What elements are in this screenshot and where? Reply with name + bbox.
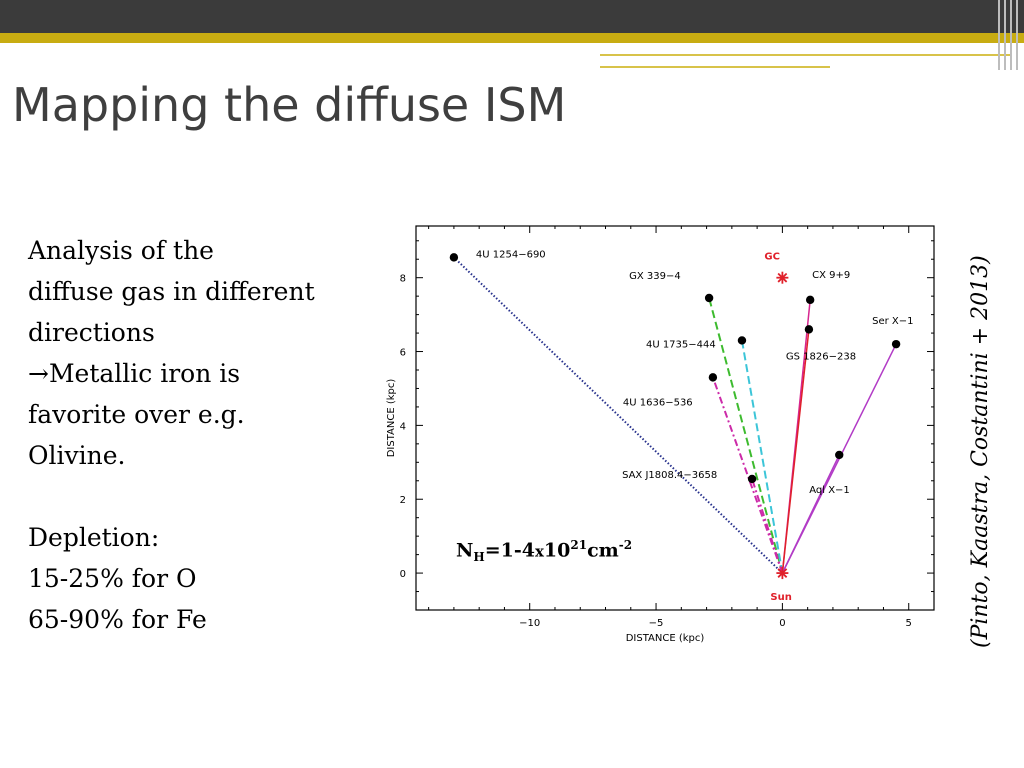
bullet-line: →Metallic iron is bbox=[28, 353, 378, 394]
header-thin-line bbox=[600, 54, 1010, 56]
x-tick-label: −5 bbox=[649, 618, 664, 629]
sightline bbox=[740, 340, 784, 574]
bullet-line: 15-25% for O bbox=[28, 564, 197, 593]
sightline bbox=[751, 478, 784, 574]
source-label: SAX J1808.4−3658 bbox=[622, 470, 717, 481]
nh-base: 10 bbox=[543, 539, 571, 562]
nh-subscript: H bbox=[473, 550, 485, 565]
sightline bbox=[781, 454, 840, 574]
y-tick-label: 2 bbox=[400, 495, 406, 506]
slide-title: Mapping the diffuse ISM bbox=[12, 78, 567, 132]
source-point bbox=[891, 339, 901, 349]
sun-label: Sun bbox=[770, 592, 791, 603]
nh-exponent: 21 bbox=[570, 538, 588, 552]
sightline bbox=[781, 329, 810, 574]
nh-range: =1-4 bbox=[484, 539, 535, 562]
x-tick-label: −10 bbox=[519, 618, 540, 629]
galactic-center-label: GC bbox=[764, 252, 780, 263]
source-label: 4U 1735−444 bbox=[646, 339, 716, 350]
bullet-line: directions bbox=[28, 318, 155, 347]
source-point bbox=[804, 325, 814, 334]
sun-marker bbox=[777, 568, 788, 578]
source-label: CX 9+9 bbox=[812, 270, 850, 281]
citation: (Pinto, Kaastra, Costantini + 2013) bbox=[968, 255, 993, 648]
bullet-line: Depletion: bbox=[28, 523, 160, 552]
nh-unit: cm bbox=[587, 539, 619, 562]
source-label: 4U 1254−690 bbox=[476, 249, 546, 260]
nh-symbol: N bbox=[456, 539, 474, 562]
x-tick-label: 0 bbox=[779, 618, 785, 629]
source-label: Ser X−1 bbox=[872, 316, 913, 327]
y-tick-label: 6 bbox=[400, 348, 406, 359]
nh-unit-exponent: -2 bbox=[618, 538, 633, 552]
source-point bbox=[704, 293, 714, 303]
bullet-line: favorite over e.g. bbox=[28, 400, 245, 429]
x-tick-label: 5 bbox=[906, 618, 912, 629]
source-point bbox=[835, 450, 844, 460]
y-tick-label: 4 bbox=[400, 421, 406, 432]
arrow-icon: → bbox=[28, 359, 49, 388]
bullet-line: 65-90% for Fe bbox=[28, 605, 207, 634]
sightline bbox=[711, 377, 784, 574]
bullet-line-text: Metallic iron is bbox=[48, 359, 241, 388]
header-stripes bbox=[996, 0, 1024, 70]
source-label: GX 339−4 bbox=[629, 271, 681, 282]
source-point bbox=[737, 336, 747, 345]
y-tick-label: 8 bbox=[400, 274, 406, 285]
bullet-line: Analysis of the bbox=[28, 236, 214, 265]
nh-times: x bbox=[534, 542, 544, 561]
bullet-text: Analysis of the diffuse gas in different… bbox=[28, 230, 378, 640]
sightline bbox=[453, 256, 784, 574]
bullet-gap bbox=[28, 476, 378, 517]
column-density-annotation: NH=1-4x1021cm-2 bbox=[456, 538, 632, 564]
source-label: 4U 1636−536 bbox=[623, 397, 693, 408]
header-thin-line-short bbox=[600, 66, 830, 68]
source-label: Aql X−1 bbox=[809, 485, 850, 496]
header-bar bbox=[0, 0, 1024, 33]
source-point bbox=[805, 295, 815, 305]
y-axis-label: DISTANCE (kpc) bbox=[386, 379, 397, 458]
y-tick-label: 0 bbox=[400, 569, 406, 580]
header-accent-line bbox=[0, 33, 1024, 43]
source-point bbox=[449, 253, 459, 262]
plot-frame bbox=[415, 225, 935, 611]
galactic-center-marker bbox=[777, 272, 788, 283]
source-label: GS 1826−238 bbox=[786, 351, 856, 362]
milky-way-sightline-chart: −10 −5 0 5 0 2 4 6 8 DISTANCE (kpc) DISTANCE (kpc)… bbox=[386, 225, 935, 644]
source-point bbox=[747, 474, 757, 484]
bullet-line: diffuse gas in different bbox=[28, 277, 315, 306]
source-point bbox=[708, 373, 718, 382]
bullet-line: Olivine. bbox=[28, 441, 126, 470]
x-axis-label: DISTANCE (kpc) bbox=[626, 633, 705, 644]
